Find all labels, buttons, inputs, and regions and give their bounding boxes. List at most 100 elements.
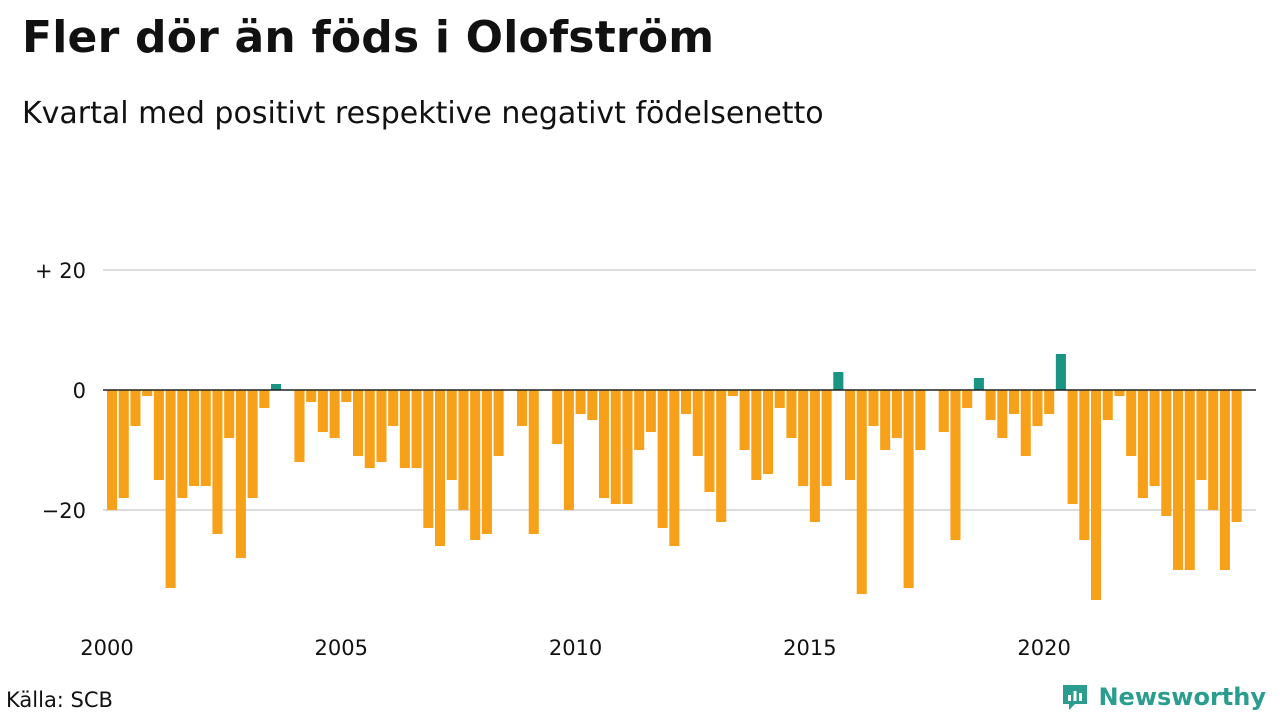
bar-negative (165, 390, 176, 588)
bar-negative (845, 390, 856, 480)
bar-negative (610, 390, 621, 504)
bar-negative (997, 390, 1008, 438)
bar-negative (517, 390, 528, 426)
bar-negative (563, 390, 574, 510)
bar-positive (1055, 354, 1066, 390)
bar-negative (1208, 390, 1219, 510)
bar-negative (950, 390, 961, 540)
bar-negative (458, 390, 469, 510)
bar-negative (1184, 390, 1195, 570)
bar-negative (528, 390, 539, 534)
bar-negative (435, 390, 446, 546)
bar-negative (716, 390, 727, 522)
bar-negative (962, 390, 973, 408)
bar-negative (868, 390, 879, 426)
bar-positive (973, 378, 984, 390)
bar-negative (259, 390, 270, 408)
y-tick-label: + 20 (35, 259, 86, 283)
bar-negative (1149, 390, 1160, 486)
bar-negative (1032, 390, 1043, 426)
bar-negative (622, 390, 633, 504)
bar-negative (118, 390, 129, 498)
bar-negative (915, 390, 926, 450)
bar-negative (493, 390, 504, 456)
bar-negative (1009, 390, 1020, 414)
bar-negative (856, 390, 867, 594)
bar-negative (739, 390, 750, 450)
x-tick-label: 2015 (783, 636, 836, 660)
bar-negative (341, 390, 352, 402)
bar-negative (423, 390, 434, 528)
bar-negative (153, 390, 164, 480)
bar-negative (200, 390, 211, 486)
bar-negative (774, 390, 785, 408)
bar-negative (446, 390, 457, 480)
bar-negative (1114, 390, 1125, 396)
bar-negative (809, 390, 820, 522)
bar-negative (1137, 390, 1148, 498)
bar-negative (575, 390, 586, 414)
bar-negative (1219, 390, 1230, 570)
bar-negative (821, 390, 832, 486)
bar-negative (1173, 390, 1184, 570)
bar-negative (481, 390, 492, 534)
y-tick-label: 0 (73, 379, 86, 403)
bar-negative (1067, 390, 1078, 504)
newsworthy-icon (1063, 685, 1088, 710)
x-tick-label: 2000 (80, 636, 133, 660)
bar-negative (903, 390, 914, 588)
bar-negative (364, 390, 375, 468)
bar-negative (376, 390, 387, 462)
bar-negative (727, 390, 738, 396)
bar-negative (353, 390, 364, 456)
bar-negative (587, 390, 598, 420)
bar-negative (891, 390, 902, 438)
bar-negative (634, 390, 645, 450)
brand-logo: Newsworthy (1060, 682, 1266, 712)
bar-negative (880, 390, 891, 450)
bar-negative (985, 390, 996, 420)
chart-title: Fler dör än föds i Olofström (22, 12, 715, 63)
bar-negative (329, 390, 340, 438)
bar-negative (1079, 390, 1090, 540)
bar-negative (1161, 390, 1172, 516)
bar-negative (189, 390, 200, 486)
bar-negative (751, 390, 762, 480)
bar-negative (177, 390, 188, 498)
chart-subtitle: Kvartal med positivt respektive negativt… (22, 96, 824, 131)
bar-negative (130, 390, 141, 426)
bar-positive (271, 384, 282, 390)
bar-negative (938, 390, 949, 432)
brand-name: Newsworthy (1098, 683, 1266, 711)
x-tick-label: 2020 (1017, 636, 1070, 660)
bar-negative (1126, 390, 1137, 456)
bar-negative (399, 390, 410, 468)
bar-negative (306, 390, 317, 402)
bar-negative (212, 390, 223, 534)
bar-negative (669, 390, 680, 546)
bar-negative (1196, 390, 1207, 480)
bar-negative (317, 390, 328, 432)
bar-negative (645, 390, 656, 432)
bar-negative (1091, 390, 1102, 600)
bar-negative (692, 390, 703, 456)
bar-negative (142, 390, 153, 396)
bar-negative (552, 390, 563, 444)
bar-negative (681, 390, 692, 414)
bar-negative (1102, 390, 1113, 420)
bar-negative (470, 390, 481, 540)
bar-negative (411, 390, 422, 468)
bar-negative (388, 390, 399, 426)
bar-negative (786, 390, 797, 438)
bar-negative (1020, 390, 1031, 456)
bar-negative (704, 390, 715, 492)
bar-negative (657, 390, 668, 528)
bar-negative (599, 390, 610, 498)
bar-negative (224, 390, 235, 438)
source-note: Källa: SCB (6, 688, 113, 712)
bar-negative (763, 390, 774, 474)
bar-negative (247, 390, 258, 498)
bar-negative (235, 390, 246, 558)
bar-positive (833, 372, 844, 390)
